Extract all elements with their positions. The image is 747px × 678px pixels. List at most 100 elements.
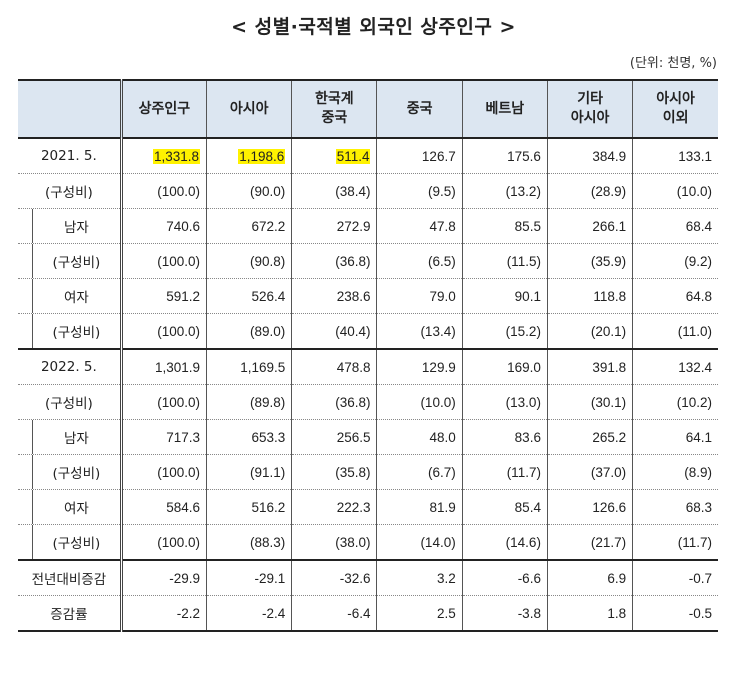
table-cell: (13.0) [461, 384, 548, 420]
table-cell: 132.4 [632, 349, 718, 385]
table-cell: 1.8 [546, 595, 634, 632]
table-row: (구성비) (100.0) (89.8) (36.8) (10.0) (13.0) (30.… [18, 384, 718, 420]
table-cell: 85.4 [461, 489, 548, 525]
table-cell: 511.4 [291, 138, 378, 174]
table-cell: -3.8 [461, 595, 548, 632]
table-cell: (90.0) [206, 173, 293, 209]
table-cell: 1,169.5 [206, 349, 293, 385]
table-cell: (35.8) [291, 454, 378, 490]
table-cell: (14.6) [461, 524, 548, 561]
row-label: (구성비) [18, 173, 123, 209]
table-row: (구성비) (100.0) (90.0) (38.4) (9.5) (13.2) (28.9… [18, 173, 718, 209]
table-cell: (11.0) [632, 313, 718, 350]
row-label: 여자 [18, 489, 123, 525]
table-row: (구성비) (100.0) (88.3) (38.0) (14.0) (14.6) (21.… [18, 524, 718, 561]
table-cell: -29.9 [120, 560, 208, 596]
highlighted-value: 1,198.6 [238, 148, 286, 164]
table-cell: (28.9) [546, 173, 634, 209]
table-cell: 126.6 [546, 489, 634, 525]
table-row: 여자 591.2 526.4 238.6 79.0 90.1 118.8 64.8 [18, 278, 718, 314]
table-cell: (37.0) [546, 454, 634, 490]
table-cell: 68.4 [632, 208, 718, 244]
table-cell: 3.2 [376, 560, 463, 596]
table-cell: 90.1 [461, 278, 548, 314]
population-table: 상주인구 아시아 한국계 중국 중국 베트남 기타 아시아 아시아 이외 2021. 5. 1,33… [18, 79, 718, 632]
table-cell: 47.8 [376, 208, 463, 244]
table-cell: (35.9) [546, 243, 634, 279]
table-cell: 653.3 [206, 419, 293, 455]
table-cell: 391.8 [546, 349, 634, 385]
table-cell: 740.6 [120, 208, 208, 244]
header-korean-chinese: 한국계 중국 [291, 79, 378, 139]
table-row: (구성비) (100.0) (91.1) (35.8) (6.7) (11.7) (37.0… [18, 454, 718, 490]
table-cell: 48.0 [376, 419, 463, 455]
header-other-asia: 기타 아시아 [546, 79, 634, 139]
row-label: 2021. 5. [18, 138, 123, 174]
table-cell: 64.1 [632, 419, 718, 455]
table-cell: 6.9 [546, 560, 634, 596]
table-cell: 1,331.8 [120, 138, 208, 174]
table-cell: (13.2) [461, 173, 548, 209]
table-cell: (40.4) [291, 313, 378, 350]
table-cell: 129.9 [376, 349, 463, 385]
table-title: < 성별·국적별 외국인 상주인구 > [231, 16, 516, 38]
table-cell: 2.5 [376, 595, 463, 632]
header-non-asia: 아시아 이외 [632, 79, 718, 139]
table-cell: -6.4 [291, 595, 378, 632]
table-row: 여자 584.6 516.2 222.3 81.9 85.4 126.6 68.3 [18, 489, 718, 525]
table-cell: 169.0 [461, 349, 548, 385]
table-row: 남자 717.3 653.3 256.5 48.0 83.6 265.2 64.1 [18, 419, 718, 455]
table-cell: (100.0) [120, 384, 208, 420]
table-cell: 1,198.6 [206, 138, 293, 174]
table-cell: 85.5 [461, 208, 548, 244]
table-row: 2021. 5. 1,331.8 1,198.6 511.4 126.7 175.6 384… [18, 138, 718, 174]
table-cell: -0.5 [632, 595, 718, 632]
table-cell: 384.9 [546, 138, 634, 174]
table-cell: -29.1 [206, 560, 293, 596]
table-cell: 256.5 [291, 419, 378, 455]
table-cell: 591.2 [120, 278, 208, 314]
table-cell: (89.0) [206, 313, 293, 350]
table-cell: (100.0) [120, 524, 208, 561]
table-cell: (10.0) [632, 173, 718, 209]
table-cell: 672.2 [206, 208, 293, 244]
table-cell: 175.6 [461, 138, 548, 174]
table-cell: 83.6 [461, 419, 548, 455]
table-row: 2022. 5. 1,301.9 1,169.5 478.8 129.9 169.0 391… [18, 349, 718, 385]
row-label: (구성비) [18, 313, 123, 350]
table-cell: (15.2) [461, 313, 548, 350]
table-cell: 222.3 [291, 489, 378, 525]
table-cell: (21.7) [546, 524, 634, 561]
table-cell: -0.7 [632, 560, 718, 596]
table-cell: (38.0) [291, 524, 378, 561]
table-cell: (100.0) [120, 313, 208, 350]
table-cell: (91.1) [206, 454, 293, 490]
table-cell: (9.2) [632, 243, 718, 279]
table-cell: (20.1) [546, 313, 634, 350]
table-cell: -6.6 [461, 560, 548, 596]
table-cell: 526.4 [206, 278, 293, 314]
table-cell: 478.8 [291, 349, 378, 385]
header-row: 상주인구 아시아 한국계 중국 중국 베트남 기타 아시아 아시아 이외 [18, 79, 718, 139]
table-cell: (11.5) [461, 243, 548, 279]
table-cell: (38.4) [291, 173, 378, 209]
table-row: (구성비) (100.0) (90.8) (36.8) (6.5) (11.5) (35.9… [18, 243, 718, 279]
table-cell: 265.2 [546, 419, 634, 455]
row-label: 2022. 5. [18, 349, 123, 385]
header-total: 상주인구 [120, 79, 208, 139]
table-cell: (30.1) [546, 384, 634, 420]
table-cell: (10.0) [376, 384, 463, 420]
highlighted-value: 1,331.8 [152, 148, 201, 164]
table-cell: 118.8 [546, 278, 634, 314]
table-row: (구성비) (100.0) (89.0) (40.4) (13.4) (15.2) (20.… [18, 313, 718, 350]
header-blank [18, 79, 123, 139]
table-cell: (6.5) [376, 243, 463, 279]
table-cell: 516.2 [206, 489, 293, 525]
table-cell: 272.9 [291, 208, 378, 244]
table-cell: (36.8) [291, 243, 378, 279]
row-label: 남자 [18, 208, 123, 244]
table-cell: 717.3 [120, 419, 208, 455]
table-cell: (9.5) [376, 173, 463, 209]
table-cell: -2.2 [120, 595, 208, 632]
row-label: 남자 [18, 419, 123, 455]
